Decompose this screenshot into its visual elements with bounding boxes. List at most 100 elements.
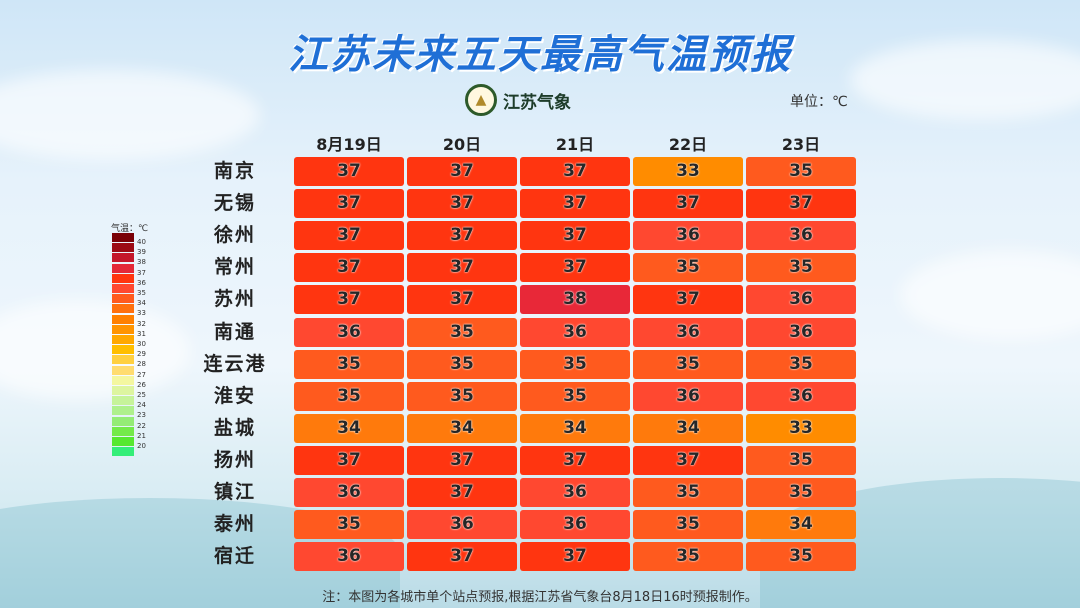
legend-swatch: [112, 447, 134, 457]
heatmap-cell: 37: [520, 542, 630, 572]
column-header: 20日: [442, 135, 482, 154]
legend-label: 28: [137, 360, 146, 369]
heatmap-cell: 35: [746, 349, 856, 379]
heatmap-cell: 37: [520, 253, 630, 283]
legend-label: 23: [137, 411, 146, 420]
row-header: 苏州: [213, 288, 256, 311]
legend-swatch: [112, 243, 134, 253]
unit-label: 单位：℃: [790, 94, 848, 110]
heatmap-cell: 37: [294, 157, 404, 186]
legend-label: 40: [137, 238, 146, 246]
heatmap-cell: 36: [294, 317, 404, 347]
heatmap-cell: 36: [746, 221, 856, 251]
heatmap-cell: 35: [746, 542, 856, 572]
legend-swatch: [112, 345, 134, 355]
heatmap-cell: 36: [633, 317, 743, 347]
legend-label: 31: [137, 329, 146, 338]
heatmap-cell: 34: [746, 510, 856, 540]
legend-label: 24: [137, 401, 146, 410]
legend-swatch: [112, 375, 134, 385]
heatmap-cell: 35: [746, 253, 856, 283]
legend-label: 27: [137, 370, 146, 379]
legend-title: 气温：℃: [111, 224, 149, 234]
heatmap-cell: 35: [633, 510, 743, 540]
column-header: 23日: [781, 135, 821, 154]
heatmap-cell: 33: [746, 413, 856, 443]
legend-swatch: [112, 233, 134, 242]
legend-label: 32: [137, 319, 146, 328]
legend-swatch: [112, 273, 134, 283]
heatmap-cell: 35: [294, 510, 404, 540]
legend-swatch: [112, 406, 134, 416]
legend-swatch: [112, 294, 134, 304]
heatmap-cell: 34: [633, 413, 743, 443]
heatmap-cell: 36: [520, 510, 630, 540]
legend-label: 30: [137, 340, 146, 348]
row-header: 南通: [213, 320, 256, 343]
heatmap-cell: 34: [407, 413, 517, 443]
row-header: 泰州: [213, 513, 256, 536]
heatmap-cell: 37: [294, 253, 404, 283]
legend-swatch: [112, 253, 134, 263]
page-title: 江苏未来五天最高气温预报: [288, 32, 792, 78]
legend-swatch: [112, 416, 134, 426]
legend-label: 38: [137, 258, 146, 267]
footnote: 注：本图为各城市单个站点预报,根据江苏省气象台8月18日16时预报制作。: [322, 590, 758, 605]
legend-label: 37: [137, 268, 146, 277]
heatmap-cell: 36: [746, 381, 856, 411]
heatmap-cell: 35: [520, 381, 630, 411]
row-header: 淮安: [213, 384, 256, 407]
heatmap-cell: 37: [633, 285, 743, 315]
legend-swatch: [112, 284, 134, 293]
heatmap-cell: 37: [746, 189, 856, 219]
legend-label: 21: [137, 431, 146, 440]
pagoda-seal-icon: ▲: [465, 84, 497, 116]
legend-swatch: [112, 324, 134, 334]
row-header: 常州: [213, 256, 256, 279]
heatmap-cell: 35: [633, 478, 743, 507]
heatmap-cell: 35: [746, 478, 856, 507]
row-header: 镇江: [213, 481, 256, 503]
heatmap-cell: 35: [746, 445, 856, 475]
row-header: 扬州: [213, 448, 256, 471]
legend-label: 35: [137, 289, 146, 297]
column-header: 22日: [668, 135, 708, 154]
legend-swatch: [112, 396, 134, 406]
heatmap-cell: 38: [520, 285, 630, 315]
heatmap-cell: 35: [633, 542, 743, 572]
legend-swatch: [112, 314, 134, 324]
heatmap-cell: 36: [633, 381, 743, 411]
legend-swatch: [112, 304, 134, 314]
legend-swatch: [112, 365, 134, 375]
heatmap-cell: 37: [407, 445, 517, 475]
heatmap-cell: 36: [633, 221, 743, 251]
legend-swatch: [112, 386, 134, 395]
heatmap-cell: 37: [520, 189, 630, 219]
row-header: 无锡: [213, 192, 256, 215]
legend-label: 26: [137, 380, 146, 389]
legend-label: 39: [137, 248, 146, 257]
heatmap-cell: 35: [294, 349, 404, 379]
heatmap-cell: 37: [294, 221, 404, 251]
legend-label: 22: [137, 421, 146, 430]
heatmap-cell: 37: [407, 253, 517, 283]
heatmap-cell: 37: [520, 221, 630, 251]
legend-swatch: [112, 437, 134, 446]
legend-swatch: [112, 426, 134, 436]
heatmap-cell: 33: [633, 157, 743, 186]
legend-label: 34: [137, 299, 146, 308]
heatmap-cell: 37: [407, 157, 517, 186]
heatmap-cell: 37: [633, 189, 743, 219]
heatmap-cell: 37: [407, 189, 517, 219]
heatmap-cell: 37: [294, 445, 404, 475]
heatmap-cell: 35: [294, 381, 404, 411]
legend-swatch: [112, 335, 134, 344]
heatmap-cell: 37: [407, 285, 517, 315]
heatmap-cell: 35: [520, 349, 630, 379]
row-header: 盐城: [213, 416, 256, 439]
row-header: 徐州: [213, 224, 256, 247]
heatmap-cell: 37: [407, 478, 517, 507]
heatmap-cell: 37: [633, 445, 743, 475]
row-header: 南京: [213, 160, 256, 182]
heatmap-cell: 35: [633, 349, 743, 379]
